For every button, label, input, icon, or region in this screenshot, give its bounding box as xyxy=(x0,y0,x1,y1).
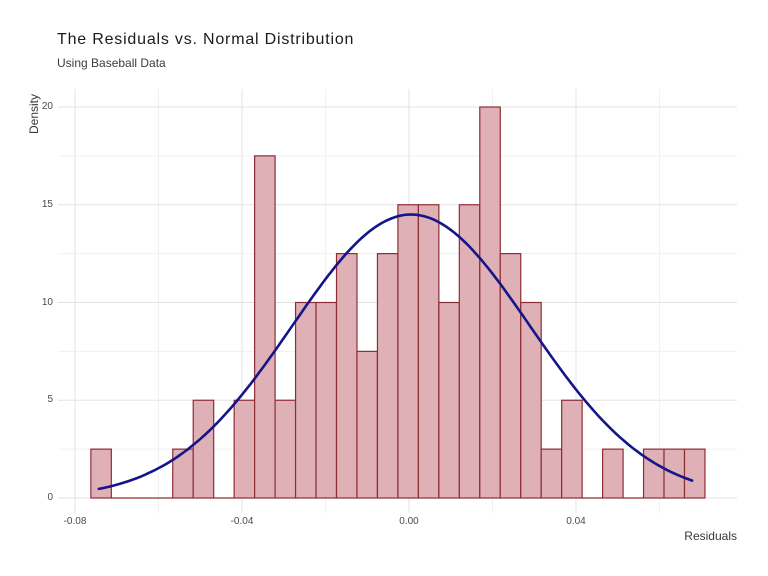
y-tick-label: 15 xyxy=(41,198,53,210)
y-tick-label: 0 xyxy=(47,492,53,503)
histogram-bar xyxy=(458,204,481,499)
histogram-bar xyxy=(233,399,256,499)
x-tick-label: 0.04 xyxy=(566,516,586,527)
histogram-bar xyxy=(417,204,440,499)
histogram-bar xyxy=(274,399,297,499)
histogram-bar xyxy=(479,106,501,499)
x-axis-title: Residuals xyxy=(684,529,737,543)
x-tick-label: -0.08 xyxy=(63,516,87,527)
x-tick-label: -0.04 xyxy=(230,516,254,527)
histogram-bar xyxy=(642,448,665,499)
histogram-bar xyxy=(520,301,542,499)
histogram-bar xyxy=(254,155,276,499)
normal-curve xyxy=(97,213,694,491)
chart-subtitle: Using Baseball Data xyxy=(57,56,166,70)
histogram-bar xyxy=(683,448,706,499)
y-axis-title: Density xyxy=(27,93,41,134)
histogram-bar xyxy=(294,301,317,499)
x-tick-label: 0.00 xyxy=(399,516,419,527)
histogram-bar xyxy=(356,350,379,499)
histogram-bar xyxy=(192,399,215,499)
histogram-bar xyxy=(335,253,358,499)
chart-title: The Residuals vs. Normal Distribution xyxy=(57,31,355,48)
histogram-bar xyxy=(602,448,624,499)
histogram-bar xyxy=(438,301,460,499)
histogram-bar xyxy=(315,301,338,499)
y-tick-label: 20 xyxy=(41,101,53,112)
histogram-bar xyxy=(90,448,112,499)
y-tick-label: 5 xyxy=(47,394,53,406)
histogram-bar xyxy=(540,448,563,499)
histogram-bar xyxy=(561,399,583,499)
histogram-bar xyxy=(397,204,419,499)
histogram-bar xyxy=(376,253,399,499)
y-tick-label: 10 xyxy=(41,296,53,308)
